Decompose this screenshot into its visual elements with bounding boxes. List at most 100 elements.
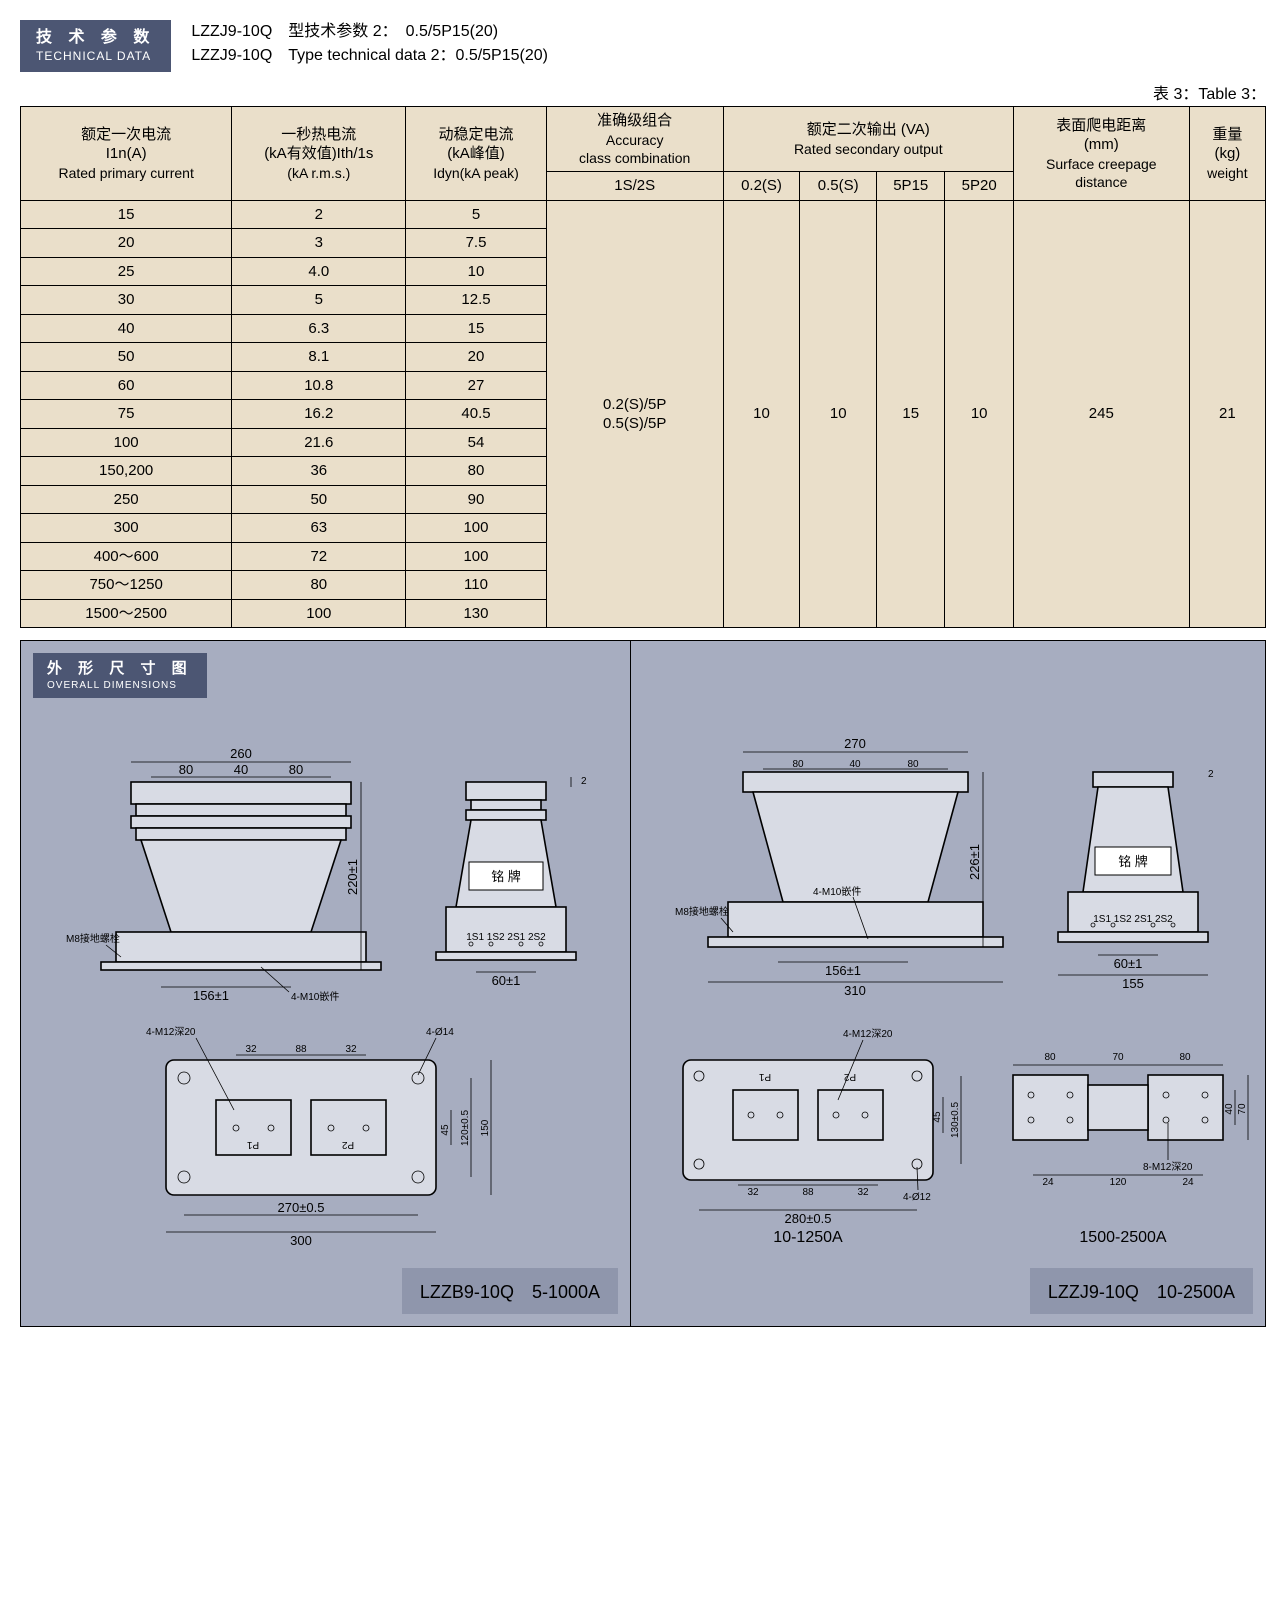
table-cell: 250 [21, 485, 232, 514]
right-row2: P1 P2 4-M12深20 4-Ø12 45 130±0.5 32 88 32… [643, 1025, 1253, 1247]
right-row1: 270 80 40 80 226±1 156±1 310 M8接地螺栓 4-M1… [643, 717, 1253, 1007]
merged-5p20: 10 [945, 200, 1013, 628]
svg-text:4-Ø14: 4-Ø14 [426, 1027, 454, 1038]
svg-text:80: 80 [907, 759, 919, 770]
table-cell: 72 [232, 542, 406, 571]
svg-text:4-Ø12: 4-Ø12 [903, 1192, 931, 1203]
dims-right: 270 80 40 80 226±1 156±1 310 M8接地螺栓 4-M1… [631, 641, 1265, 1326]
svg-text:P1: P1 [758, 1071, 771, 1082]
table-cell: 150,200 [21, 457, 232, 486]
col-secondary-output: 额定二次输出 (VA) Rated secondary output [723, 107, 1013, 172]
svg-text:4-M12深20: 4-M12深20 [843, 1028, 893, 1040]
svg-text:310: 310 [844, 983, 866, 998]
table-cell: 110 [406, 571, 546, 600]
table-cell: 6.3 [232, 314, 406, 343]
svg-text:60±1: 60±1 [1114, 956, 1143, 971]
merged-creepage: 245 [1013, 200, 1189, 628]
svg-text:260: 260 [230, 746, 252, 761]
right-topB-caption: 1500-2500A [993, 1229, 1253, 1247]
table-cell: 130 [406, 599, 546, 628]
subtitle-line2: LZZJ9-10Q Type technical data 2：0.5/5P15… [191, 44, 548, 68]
table-cell: 20 [406, 343, 546, 372]
subtitle-line1: LZZJ9-10Q 型技术参数 2： 0.5/5P15(20) [191, 20, 548, 44]
table-cell: 80 [232, 571, 406, 600]
svg-text:24: 24 [1042, 1177, 1054, 1188]
table-cell: 30 [21, 286, 232, 315]
svg-text:280±0.5: 280±0.5 [785, 1211, 832, 1225]
col-thermal: 一秒热电流 (kA有效值)Ith/1s (kA r.m.s.) [232, 107, 406, 200]
dimensions-section: 外 形 尺 寸 图 OVERALL DIMENSIONS 260 80 [20, 640, 1266, 1327]
left-row1: 260 80 40 80 220±1 156±1 M8接地螺栓 4-M10嵌件 [33, 722, 618, 1002]
technical-data-badge: 技 术 参 数 TECHNICAL DATA [20, 20, 171, 72]
table-cell: 40.5 [406, 400, 546, 429]
dims-badge: 外 形 尺 寸 图 OVERALL DIMENSIONS [33, 653, 207, 698]
svg-text:M8接地螺栓: M8接地螺栓 [675, 905, 729, 918]
table-cell: 100 [406, 542, 546, 571]
left-front-view: 260 80 40 80 220±1 156±1 M8接地螺栓 4-M10嵌件 [61, 722, 401, 1002]
col-05s: 0.5(S) [800, 172, 877, 201]
subtitle: LZZJ9-10Q 型技术参数 2： 0.5/5P15(20) LZZJ9-10… [191, 20, 548, 68]
dims-left: 外 形 尺 寸 图 OVERALL DIMENSIONS 260 80 [21, 641, 631, 1326]
table-cell: 4.0 [232, 257, 406, 286]
svg-text:120: 120 [1110, 1177, 1127, 1188]
table-cell: 36 [232, 457, 406, 486]
right-side-view: 铭 牌 1S1 1S2 2S1 2S2 2 60±1 155 [1043, 717, 1223, 1007]
table-cell: 75 [21, 400, 232, 429]
svg-text:300: 300 [290, 1233, 312, 1248]
svg-text:32: 32 [345, 1044, 357, 1055]
svg-text:130±0.5: 130±0.5 [950, 1102, 961, 1139]
table-cell: 5 [406, 200, 546, 229]
svg-text:1S1 1S2 2S1 2S2: 1S1 1S2 2S1 2S2 [1093, 914, 1173, 925]
svg-text:270±0.5: 270±0.5 [277, 1200, 324, 1215]
svg-text:156±1: 156±1 [192, 988, 228, 1002]
table-cell: 3 [232, 229, 406, 258]
svg-text:80: 80 [1179, 1052, 1191, 1063]
table-label: 表 3：Table 3： [20, 80, 1266, 104]
table-cell: 27 [406, 371, 546, 400]
right-topB-wrap: 80 70 80 40 70 8-M12深20 24 120 24 1500-2… [993, 1025, 1253, 1247]
svg-text:M8接地螺栓: M8接地螺栓 [66, 932, 120, 945]
svg-text:120±0.5: 120±0.5 [460, 1109, 471, 1146]
svg-text:2: 2 [581, 776, 587, 787]
table-cell: 12.5 [406, 286, 546, 315]
table-cell: 15 [406, 314, 546, 343]
svg-text:2: 2 [1208, 769, 1214, 780]
table-cell: 8.1 [232, 343, 406, 372]
svg-text:P1: P1 [246, 1139, 259, 1150]
col-02s: 0.2(S) [723, 172, 800, 201]
left-side-view: 铭 牌 1S1 1S2 2S1 2S2 2 60±1 [421, 722, 591, 1002]
badge-cn: 技 术 参 数 [36, 28, 155, 49]
svg-text:4-M10嵌件: 4-M10嵌件 [291, 991, 339, 1002]
technical-data-table: 额定一次电流 I1n(A) Rated primary current 一秒热电… [20, 106, 1266, 628]
svg-text:45: 45 [440, 1124, 451, 1136]
col-accuracy-sub: 1S/2S [546, 172, 723, 201]
svg-text:80: 80 [288, 762, 302, 777]
table-cell: 60 [21, 371, 232, 400]
table-cell: 100 [21, 428, 232, 457]
table-cell: 21.6 [232, 428, 406, 457]
table-cell: 16.2 [232, 400, 406, 429]
svg-text:150: 150 [480, 1119, 491, 1136]
right-topA-view: P1 P2 4-M12深20 4-Ø12 45 130±0.5 32 88 32… [643, 1025, 973, 1225]
merged-accuracy: 0.2(S)/5P0.5(S)/5P [546, 200, 723, 628]
svg-text:32: 32 [857, 1187, 869, 1198]
svg-text:铭 牌: 铭 牌 [1118, 854, 1148, 869]
table-cell: 54 [406, 428, 546, 457]
table-cell: 100 [232, 599, 406, 628]
svg-text:24: 24 [1182, 1177, 1194, 1188]
svg-text:88: 88 [295, 1044, 307, 1055]
svg-text:8-M12深20: 8-M12深20 [1143, 1161, 1193, 1173]
table-cell: 80 [406, 457, 546, 486]
svg-text:P2: P2 [341, 1139, 354, 1150]
svg-text:60±1: 60±1 [491, 973, 520, 988]
table-cell: 400～600 [21, 542, 232, 571]
table-cell: 100 [406, 514, 546, 543]
svg-text:70: 70 [1112, 1052, 1124, 1063]
svg-text:40: 40 [849, 759, 861, 770]
svg-text:155: 155 [1122, 976, 1144, 991]
table-cell: 40 [21, 314, 232, 343]
table-cell: 1500～2500 [21, 599, 232, 628]
table-cell: 10 [406, 257, 546, 286]
left-top-view: P1 P2 4-M12深20 4-Ø14 32 88 32 45 120±0.5… [116, 1020, 536, 1250]
svg-text:铭 牌: 铭 牌 [491, 869, 521, 884]
